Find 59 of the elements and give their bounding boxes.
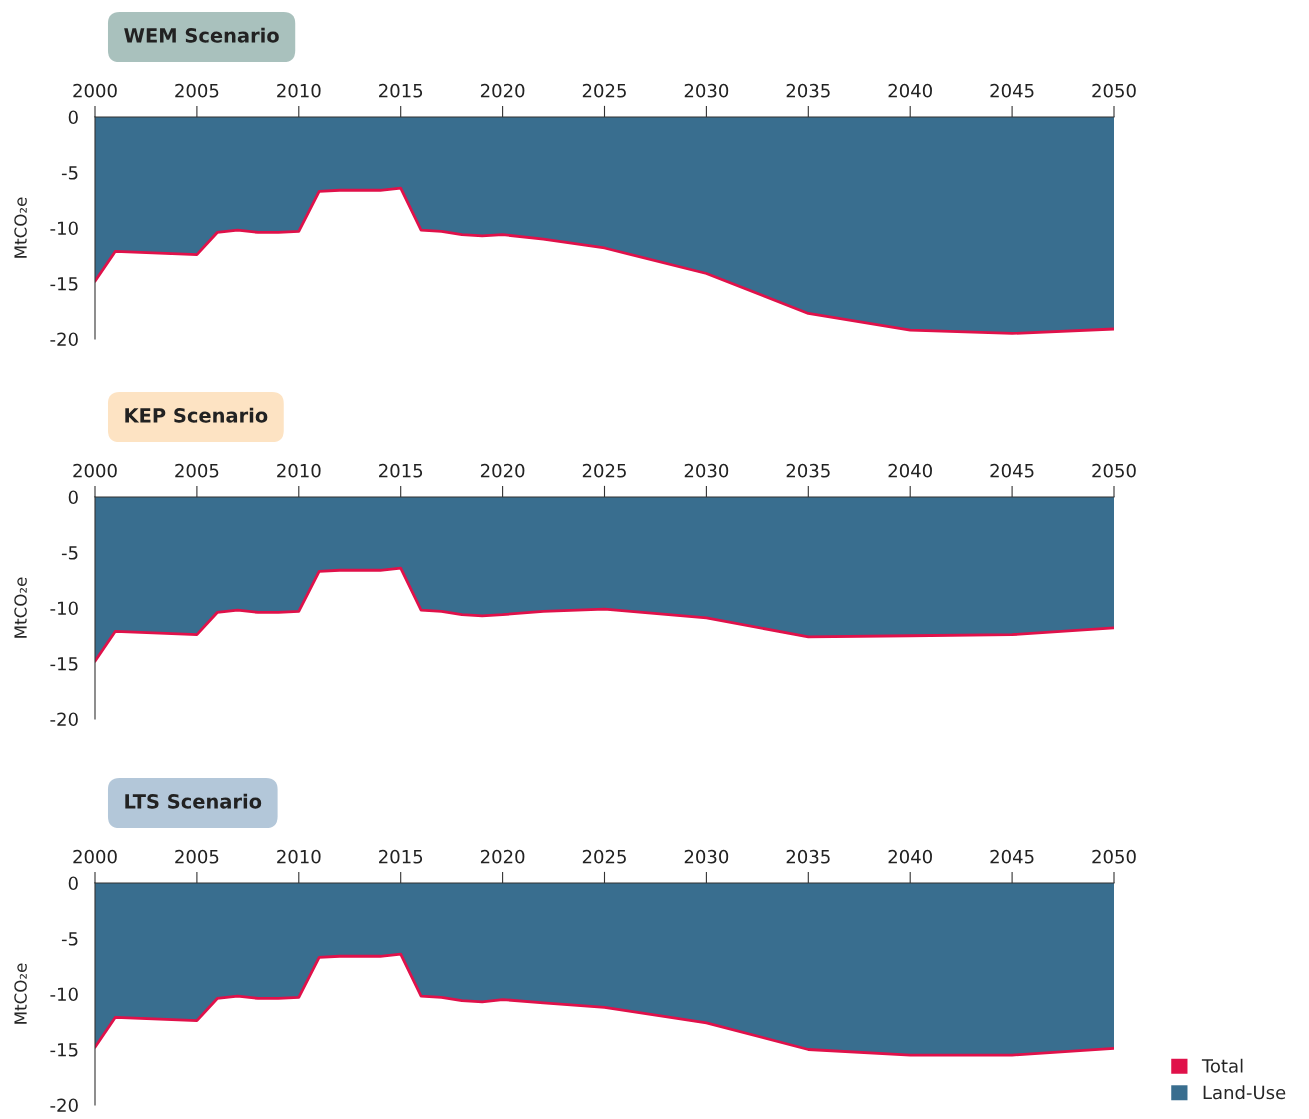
x-tick-label: 2005 <box>175 463 219 478</box>
x-tick-label: 2035 <box>786 463 830 478</box>
x-tick-label: 2025 <box>582 83 626 98</box>
chart-title: KEP Scenario <box>125 407 268 423</box>
y-tick-label: -10 <box>50 221 78 236</box>
x-tick-label: 2045 <box>990 83 1034 98</box>
x-tick-label: 2035 <box>786 849 830 864</box>
y-tick-label: -15 <box>50 277 78 291</box>
x-tick-label: 2040 <box>888 849 932 864</box>
y-tick-label: -20 <box>50 332 78 347</box>
y-axis-title: MtCO₂e <box>14 963 27 1024</box>
x-tick-label: 2025 <box>582 463 626 478</box>
chart-title: WEM Scenario <box>124 27 279 43</box>
x-tick-label: 2015 <box>379 83 423 98</box>
x-tick-label: 2000 <box>73 849 117 864</box>
y-axis-title: MtCO₂e <box>14 577 27 638</box>
x-tick-label: 2010 <box>277 849 321 864</box>
x-tick-label: 2015 <box>379 463 423 478</box>
line-series <box>95 186 1114 335</box>
x-tick-label: 2010 <box>277 463 321 478</box>
x-tick-label: 2020 <box>480 83 525 98</box>
x-tick-label: 2040 <box>888 83 932 98</box>
y-tick-label: -20 <box>50 712 78 727</box>
x-tick-label: 2005 <box>175 849 219 864</box>
legend-label: Land-Use <box>1203 1085 1286 1100</box>
y-tick-label: -20 <box>50 1098 78 1113</box>
x-tick-label: 2015 <box>379 849 423 864</box>
x-tick-label: 2040 <box>888 463 932 478</box>
y-tick-label: -10 <box>50 987 78 1002</box>
y-tick-label: 0 <box>68 110 78 125</box>
x-tick-label: 2020 <box>480 849 525 864</box>
chart-title: LTS Scenario <box>125 793 262 809</box>
x-tick-label: 2045 <box>990 463 1034 478</box>
y-tick-label: 0 <box>68 490 78 505</box>
x-tick-label: 2030 <box>684 849 729 864</box>
x-tick-label: 2025 <box>582 849 626 864</box>
y-tick-label: -10 <box>50 601 78 616</box>
x-tick-label: 2035 <box>786 83 830 98</box>
x-tick-label: 2000 <box>73 463 117 478</box>
y-tick-label: -5 <box>61 166 78 180</box>
x-tick-label: 2045 <box>990 849 1034 864</box>
x-tick-label: 2030 <box>684 83 729 98</box>
x-tick-label: 2005 <box>175 83 219 98</box>
x-tick-label: 2020 <box>480 463 525 478</box>
y-tick-label: -15 <box>50 1043 78 1057</box>
x-tick-label: 2050 <box>1092 463 1136 478</box>
y-tick-label: -15 <box>50 657 78 671</box>
legend-label: Total <box>1201 1058 1243 1073</box>
x-tick-label: 2030 <box>684 463 729 478</box>
line-series <box>95 952 1114 1057</box>
line-series <box>95 566 1114 663</box>
y-tick-label: 0 <box>68 876 78 891</box>
y-tick-label: -5 <box>61 546 78 560</box>
y-tick-label: -5 <box>61 932 78 946</box>
y-axis-title: MtCO₂e <box>14 197 27 258</box>
x-tick-label: 2000 <box>73 83 117 98</box>
x-tick-label: 2010 <box>277 83 321 98</box>
x-tick-label: 2050 <box>1092 849 1136 864</box>
x-tick-label: 2050 <box>1092 83 1136 98</box>
